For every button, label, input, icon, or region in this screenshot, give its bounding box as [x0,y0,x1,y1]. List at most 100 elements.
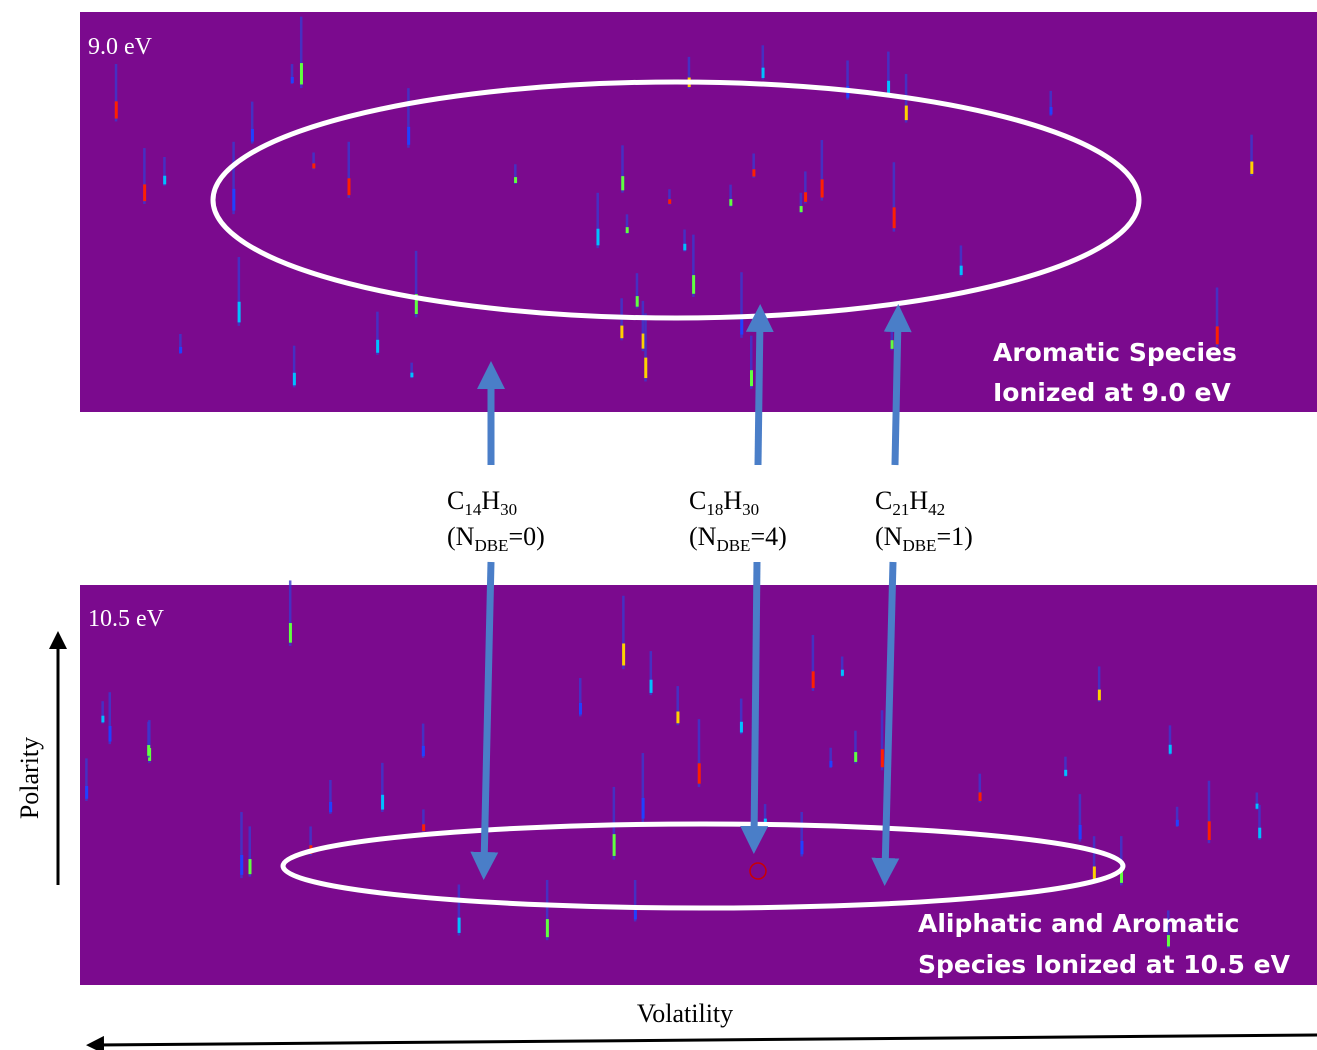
peak-streak [147,721,150,758]
peak-streak [620,325,624,339]
peak-streak [1207,780,1211,844]
peak-streak [381,794,385,810]
peak-streak [729,199,733,206]
peak-streak [644,357,648,379]
compound-label: (NDBE=0) [447,522,545,555]
peak-streak [1097,689,1101,701]
peak-streak [763,804,767,827]
peak-streak [1092,866,1096,881]
volatility-arrow [86,1033,1317,1050]
compound-label: C14H30 [447,486,517,519]
label-part: =4) [750,522,786,551]
peak-streak [1097,666,1101,703]
peak-streak [101,715,105,723]
peak-streak [407,88,410,148]
peak-streak [668,189,671,205]
peak-streak [288,623,292,643]
peak-streak [740,272,743,338]
subscript: 30 [742,500,759,519]
peak-streak [692,234,695,297]
label-part: H [723,486,742,515]
compound-label: (NDBE=1) [875,522,973,555]
peak-streak [1168,744,1172,754]
peak-streak [641,300,645,352]
peak-streak [329,779,332,814]
peak-streak [880,749,884,768]
peak-streak [290,64,294,84]
peak-streak [1258,804,1261,840]
peak-streak [114,101,118,119]
peak-streak [890,321,894,351]
peak-streak [887,51,890,97]
peak-streak [692,275,696,294]
peak-streak [625,214,629,235]
peak-streak [290,77,294,83]
peak-streak [840,656,844,677]
peak-streak [739,721,743,733]
peak-streak [676,711,680,724]
peak-streak [829,747,832,768]
label-part: =1) [936,522,972,551]
peak-streak [641,797,645,819]
peak-streak [1119,868,1123,883]
peak-streak [1092,836,1096,883]
ellipse [210,79,1142,321]
peak-streak [633,879,637,922]
peak-streak [1175,819,1179,826]
peak-streak [1250,161,1254,174]
peak-streak [697,763,701,784]
peak-streak [1215,326,1219,345]
peak-streak [622,595,625,670]
peak-streak [799,192,803,214]
peak-streak [635,273,639,309]
peak-streak [288,580,292,646]
peak-streak [890,340,894,349]
arrow [883,304,912,466]
subscript: 30 [500,500,517,519]
peak-streak [108,725,112,742]
peak-streak [421,723,425,758]
subscript: DBE [716,536,750,555]
peak-streak [1078,824,1082,840]
peak-streak [811,634,815,691]
peak-streak [683,243,687,251]
arrow [470,561,499,880]
peak-streak [240,812,243,879]
peak-streak [312,163,316,169]
peak-streak [292,372,296,386]
peak-streak [514,177,518,184]
peak-streak [596,192,599,249]
caption: Species Ionized at 10.5 eV [918,950,1291,979]
caption: Ionized at 9.0 eV [993,378,1231,407]
peak-streak [622,643,626,666]
peak-streak [1166,935,1170,947]
peak-streak [829,760,833,767]
label-part: C [447,486,464,515]
label-part: =0) [508,522,544,551]
peak-streak [880,710,884,771]
peak-streak [978,773,982,803]
peak-streak [1078,794,1082,842]
label-part: (N [875,522,903,551]
peak-streak [514,164,517,185]
peak-streak [376,339,380,353]
peak-streak [147,745,151,756]
peak-streak [683,229,686,252]
subscript: 14 [464,500,482,519]
peak-streak [729,184,732,207]
peak-streak [545,919,549,938]
peak-streak [978,792,982,802]
peak-streak [108,692,111,745]
peak-streak [578,702,582,715]
label-part: (N [689,522,717,551]
peak-streak [649,651,653,696]
peak-streak [376,311,379,355]
peak-streak [612,834,616,856]
compound-label: C21H42 [875,486,945,519]
peak-streak [820,179,824,198]
peak-streak [1166,910,1170,949]
subscript: 21 [892,500,909,519]
peak-streak [1049,107,1053,115]
peak-streak [179,333,182,354]
